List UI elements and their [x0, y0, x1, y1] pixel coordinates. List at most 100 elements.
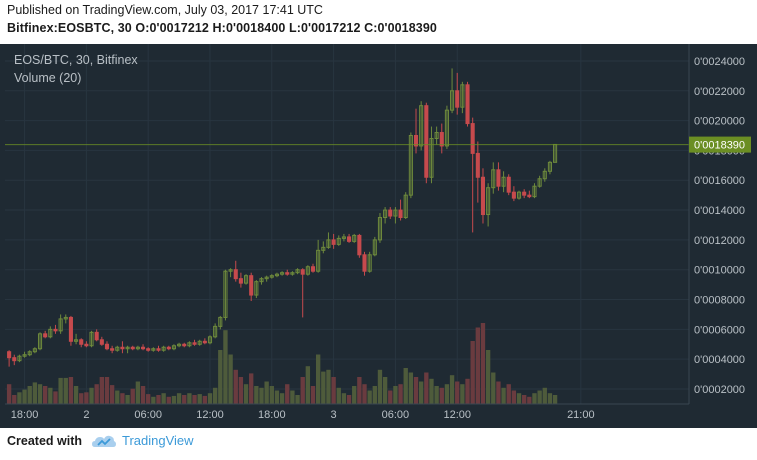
grid-layer [5, 44, 689, 404]
candle-body [347, 236, 352, 242]
volume-bar [48, 387, 53, 404]
volume-bar [187, 393, 192, 404]
volume-bar [511, 390, 517, 404]
candle-body [341, 236, 346, 239]
candle-body [280, 272, 285, 275]
volume-bar [146, 394, 151, 404]
created-with-label: Created with [7, 433, 83, 448]
volume-bar [465, 378, 470, 404]
candle-body [140, 346, 146, 350]
candle-body [434, 132, 439, 139]
volume-bar [228, 354, 233, 404]
candle-body [542, 170, 547, 180]
published-line: Published on TradingView.com, July 03, 2… [7, 3, 323, 17]
volume-bar [460, 384, 465, 404]
candle-body [182, 343, 187, 347]
candle-body [43, 333, 48, 338]
volume-bar [290, 390, 295, 404]
candle-body [249, 275, 254, 296]
volume-bar [109, 385, 115, 404]
candle-body [424, 105, 429, 178]
volume-bar [475, 327, 481, 404]
plot-area[interactable] [5, 44, 689, 404]
candle-body [115, 346, 120, 351]
candle-body [336, 237, 341, 245]
price-tick-label: 0'0006000 [694, 324, 745, 336]
candle-body [22, 354, 27, 357]
time-axis[interactable]: 18:00 2 06:00 12:00 18:00 3 06:00 12:00 21:00 [5, 403, 689, 421]
time-tick-label: 06:00 [382, 409, 410, 421]
candle-body [496, 169, 501, 187]
volume-bar [37, 384, 43, 404]
candle-body [17, 355, 22, 362]
volume-bar [156, 395, 161, 404]
time-tick-label: 3 [331, 409, 337, 421]
volume-bar [305, 366, 311, 404]
candle-body [429, 137, 434, 178]
candle-body [125, 346, 130, 350]
candle-body [228, 269, 233, 272]
volume-bar [274, 390, 280, 404]
price-axis[interactable]: 0'00240000'00220000'00200000'00180000'00… [688, 44, 751, 404]
candle-body [207, 336, 213, 344]
candle-body [300, 269, 305, 275]
volume-bar [362, 384, 367, 404]
price-tick-label: 0'0024000 [694, 56, 745, 68]
volume-bar [527, 396, 532, 404]
candle-body [156, 348, 161, 351]
volume-bar [89, 387, 94, 404]
candle-body [393, 209, 398, 217]
candle-body [455, 90, 460, 108]
volume-bar [552, 395, 558, 404]
volume-bar [367, 390, 372, 404]
candle-body [537, 178, 542, 187]
volume-bar [310, 386, 316, 404]
volume-bar [295, 395, 300, 404]
volume-bar [357, 377, 362, 404]
candle-body [501, 176, 506, 187]
candle-body [244, 275, 249, 284]
volume-bar [12, 395, 17, 404]
candle-body [475, 152, 480, 178]
candle-body [352, 234, 357, 242]
candle-body [486, 187, 491, 216]
candle-body [547, 161, 552, 172]
candle-body [89, 331, 94, 347]
volume-bar [470, 341, 475, 404]
price-tick-label: 0'0014000 [694, 205, 745, 217]
price-tick-label: 0'0020000 [694, 116, 745, 128]
volume-bar [429, 378, 434, 404]
price-tick-label: 0'0022000 [694, 86, 745, 98]
candle-body [413, 135, 419, 147]
volume-bar [218, 350, 223, 404]
volume-bar [171, 395, 177, 404]
volume-bar [321, 371, 326, 404]
volume-bar [182, 395, 187, 404]
price-tick-label: 0'0016000 [694, 175, 745, 187]
volume-bar [413, 377, 419, 404]
volume-bar [22, 389, 27, 404]
candle-body [84, 343, 89, 347]
candle-body [470, 123, 475, 154]
volume-bar [68, 377, 74, 404]
volume-bar [192, 395, 197, 404]
candle-body [516, 191, 522, 199]
volume-bar [352, 386, 357, 404]
candle-body [398, 209, 403, 219]
candle-body [388, 209, 393, 217]
volume-bar [341, 393, 347, 404]
time-tick-label: 2 [83, 409, 89, 421]
volume-bar [506, 384, 511, 404]
candle-body [63, 316, 68, 320]
candle-body [460, 84, 465, 108]
candle-body [161, 346, 166, 351]
candle-body [99, 339, 104, 345]
volume-bar [542, 387, 547, 404]
tradingview-brand-link[interactable]: TradingView [122, 433, 194, 448]
candle-body [120, 346, 125, 350]
volume-bar [58, 377, 63, 404]
time-tick-label: 18:00 [258, 409, 286, 421]
candle-body [367, 254, 372, 272]
volume-bar [264, 381, 269, 404]
volume-bar [315, 354, 321, 404]
